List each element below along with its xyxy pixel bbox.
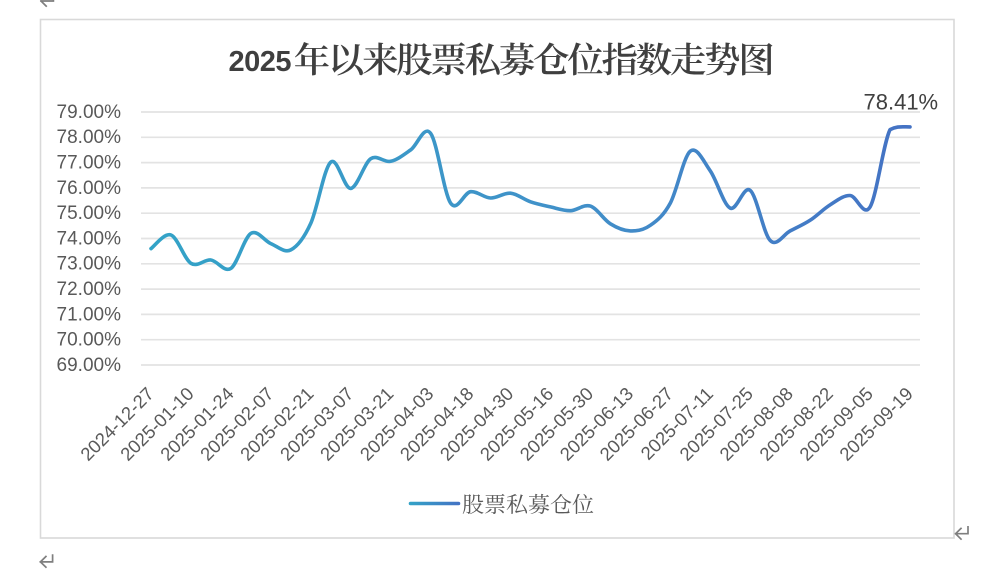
svg-text:72.00%: 72.00%	[57, 279, 122, 300]
svg-text:2025: 2025	[229, 46, 292, 78]
svg-text:76.00%: 76.00%	[57, 178, 122, 199]
svg-text:74.00%: 74.00%	[57, 228, 122, 249]
svg-text:78.00%: 78.00%	[57, 127, 122, 148]
svg-text:75.00%: 75.00%	[57, 203, 122, 224]
svg-text:73.00%: 73.00%	[57, 254, 122, 275]
svg-text:70.00%: 70.00%	[57, 330, 122, 351]
svg-text:77.00%: 77.00%	[57, 153, 122, 174]
svg-text:78.41%: 78.41%	[864, 90, 939, 115]
svg-text:71.00%: 71.00%	[57, 304, 122, 325]
svg-text:69.00%: 69.00%	[57, 355, 122, 376]
svg-text:79.00%: 79.00%	[57, 102, 122, 123]
